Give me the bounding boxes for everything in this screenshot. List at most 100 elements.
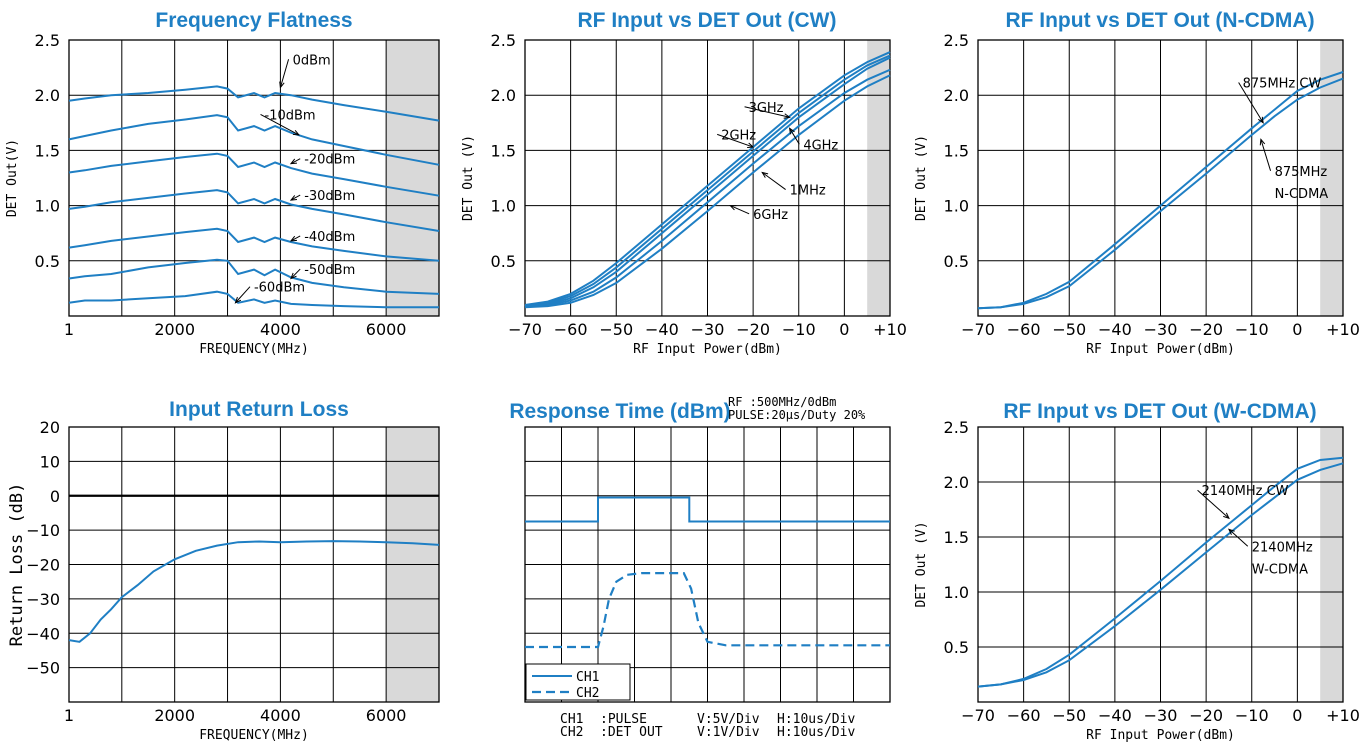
annotation-arrowhead <box>747 142 755 148</box>
annotation-arrowhead <box>761 171 769 178</box>
annotation-label: -20dBm <box>304 153 355 168</box>
chart-cw: RF Input vs DET Out (CW)−70 −60 −50 −40 −30−… <box>461 9 907 357</box>
x-tick-label: −50 <box>1052 320 1086 339</box>
annotation-arrow <box>1260 139 1272 171</box>
series-line--10dbm <box>68 114 440 166</box>
plot-frame <box>524 39 891 317</box>
annotation-label: 0dBm <box>293 53 331 68</box>
y-tick-label: 0.5 <box>944 638 969 657</box>
annotation-arrowhead <box>783 113 791 119</box>
y-tick-label: 1.5 <box>35 141 60 160</box>
annotation-label: 875MHz <box>1275 165 1328 180</box>
annotation-arrowhead <box>1227 528 1235 535</box>
note-volt-div: V:5V/Div <box>697 712 760 727</box>
series-line-1mhz <box>524 68 891 308</box>
chart-title: RF Input vs DET Out (W-CDMA) <box>1003 400 1316 423</box>
y-tick-label: −50 <box>26 659 60 678</box>
annotation-arrowhead <box>290 272 297 280</box>
series-line-2ghz <box>524 54 891 308</box>
annotation-arrow <box>730 205 750 215</box>
x-tick-label: −60 <box>1007 320 1041 339</box>
x-tick-label: −10 <box>1235 320 1269 339</box>
y-axis-label: DET Out (V) <box>914 135 929 221</box>
y-tick-label: 0.5 <box>491 252 516 271</box>
annotation-arrowhead <box>1257 116 1264 124</box>
x-axis-label: FREQUENCY(MHz) <box>199 728 309 743</box>
series-line-0 <box>68 540 440 643</box>
legend-box <box>525 663 631 701</box>
x-tick-label: 4000 <box>260 320 301 339</box>
x-tick-label: −30 <box>691 320 725 339</box>
x-tick-label: −30 <box>1144 320 1178 339</box>
x-tick-label: 4000 <box>260 706 301 725</box>
x-tick-label: 2000 <box>154 320 195 339</box>
annotation-arrow <box>1238 82 1264 124</box>
x-tick-label: −20 <box>736 320 770 339</box>
y-tick-label: −10 <box>26 521 60 540</box>
chart-flatness: Frequency Flatness 1 2000 4000 6000 0.5 1.0 1.5… <box>5 9 440 357</box>
y-tick-label: 2.0 <box>944 86 969 105</box>
plot-frame <box>68 39 440 317</box>
chart-subtitle-line: RF :500MHz/0dBm <box>728 395 836 409</box>
y-tick-label: 2.5 <box>944 31 969 50</box>
series-line-6ghz <box>524 74 891 309</box>
shaded-region <box>1320 427 1343 702</box>
annotation-label: 2140MHz <box>1252 540 1313 555</box>
annotation-arrow <box>744 106 790 118</box>
plot-frame <box>524 426 891 703</box>
x-tick-label: −60 <box>554 320 588 339</box>
chart-title: Frequency Flatness <box>155 9 352 32</box>
x-axis-label: FREQUENCY(MHz) <box>199 342 309 357</box>
y-tick-label: 0.5 <box>944 252 969 271</box>
x-tick-label: 6000 <box>366 706 407 725</box>
y-tick-label: 1.5 <box>491 141 516 160</box>
series-line--30dbm <box>68 189 440 232</box>
chart-title: Input Return Loss <box>169 398 349 421</box>
series-line-875mhz-cw <box>977 71 1344 310</box>
x-tick-label: −10 <box>782 320 816 339</box>
series-line-0dbm <box>68 85 440 122</box>
x-tick-label: −40 <box>1098 320 1132 339</box>
annotation-label: -40dBm <box>304 230 355 245</box>
shaded-region <box>1320 40 1343 316</box>
annotation-arrowhead <box>289 158 297 165</box>
note-volt-div: V:1V/Div <box>697 725 760 740</box>
y-tick-label: 10 <box>40 452 60 471</box>
annotation-arrow <box>290 235 301 242</box>
y-tick-label: −30 <box>26 590 60 609</box>
annotation-label: 3GHz <box>749 101 784 116</box>
chart-ncdma: RF Input vs DET Out (N-CDMA) −70 −60 −50 −40… <box>914 9 1360 357</box>
y-tick-label: 1.0 <box>944 197 969 216</box>
annotation-label: -10dBm <box>265 108 316 123</box>
annotation-arrowhead <box>279 81 285 89</box>
note-signal: :PULSE <box>600 712 647 727</box>
x-tick-label: −40 <box>645 320 679 339</box>
annotation-label: -50dBm <box>304 263 355 278</box>
annotation-arrowhead <box>729 205 737 211</box>
x-tick-label: +10 <box>1326 320 1360 339</box>
x-tick-label: 6000 <box>366 320 407 339</box>
x-tick-label: 0 <box>1292 706 1302 725</box>
annotation-arrow <box>1197 489 1230 519</box>
legend-label-ch1: CH1 <box>576 670 599 685</box>
series-line-2140mhz-cw <box>977 456 1344 688</box>
x-tick-label: −20 <box>1189 706 1223 725</box>
annotation-arrow <box>279 59 290 88</box>
y-tick-label: −20 <box>26 556 60 575</box>
x-axis-label: RF Input Power(dBm) <box>1086 728 1235 743</box>
x-tick-label: −70 <box>961 706 995 725</box>
annotation-label: 875MHz CW <box>1243 76 1322 91</box>
x-tick-label: −40 <box>1098 706 1132 725</box>
series-line-2140mhz-w-cdma <box>977 462 1344 688</box>
x-tick-label: −70 <box>961 320 995 339</box>
y-axis-label: DET Out (V) <box>914 521 929 607</box>
x-axis-label: RF Input Power(dBm) <box>633 342 782 357</box>
x-tick-label: −60 <box>1007 706 1041 725</box>
chart-wcdma: RF Input vs DET Out (W-CDMA) −70 −60 −50 −40… <box>914 400 1360 743</box>
plot-frame <box>68 426 440 703</box>
series-line-ch1 <box>525 496 890 523</box>
y-tick-label: 2.0 <box>35 86 60 105</box>
x-tick-label: +10 <box>873 320 907 339</box>
annotation-label: -30dBm <box>304 189 355 204</box>
note-channel: CH2 <box>560 725 583 740</box>
